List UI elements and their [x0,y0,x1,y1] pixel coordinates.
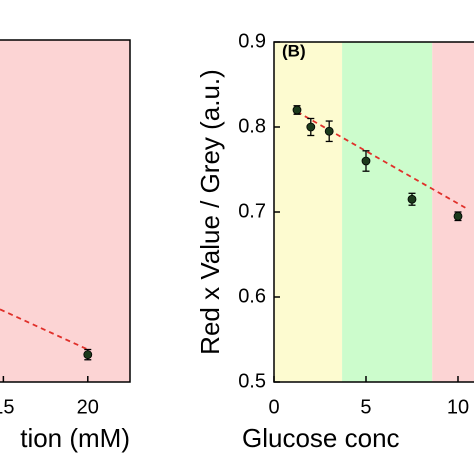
x-tick-label: 5 [360,396,371,418]
y-tick-label: 0.7 [238,200,266,222]
x-tick-label: 0 [268,396,279,418]
background-band [342,42,433,382]
y-tick-label: 0.9 [238,30,266,52]
plot-frame [0,39,131,383]
x-axis-label: Glucose conc [242,423,400,453]
background-band [0,40,130,382]
y-axis-label: Red x Value / Grey (a.u.) [195,69,225,355]
data-point [453,211,463,221]
x-tick-label: 10 [447,396,469,418]
y-tick-label: 0.8 [238,115,266,137]
data-point [361,156,371,166]
background-band [432,42,474,382]
x-tick-label: 20 [77,396,99,418]
panel-label: (B) [282,41,306,60]
y-tick-label: 0.6 [238,285,266,307]
background-band [274,42,343,382]
data-point [407,194,417,204]
data-point [292,105,302,115]
data-point [83,350,93,360]
x-tick-label: 15 [0,396,15,418]
data-point [324,126,334,136]
x-axis-label: tion (mM) [20,423,130,453]
data-point [306,122,316,132]
fit-line [0,308,89,351]
y-tick-label: 0.5 [238,370,266,392]
